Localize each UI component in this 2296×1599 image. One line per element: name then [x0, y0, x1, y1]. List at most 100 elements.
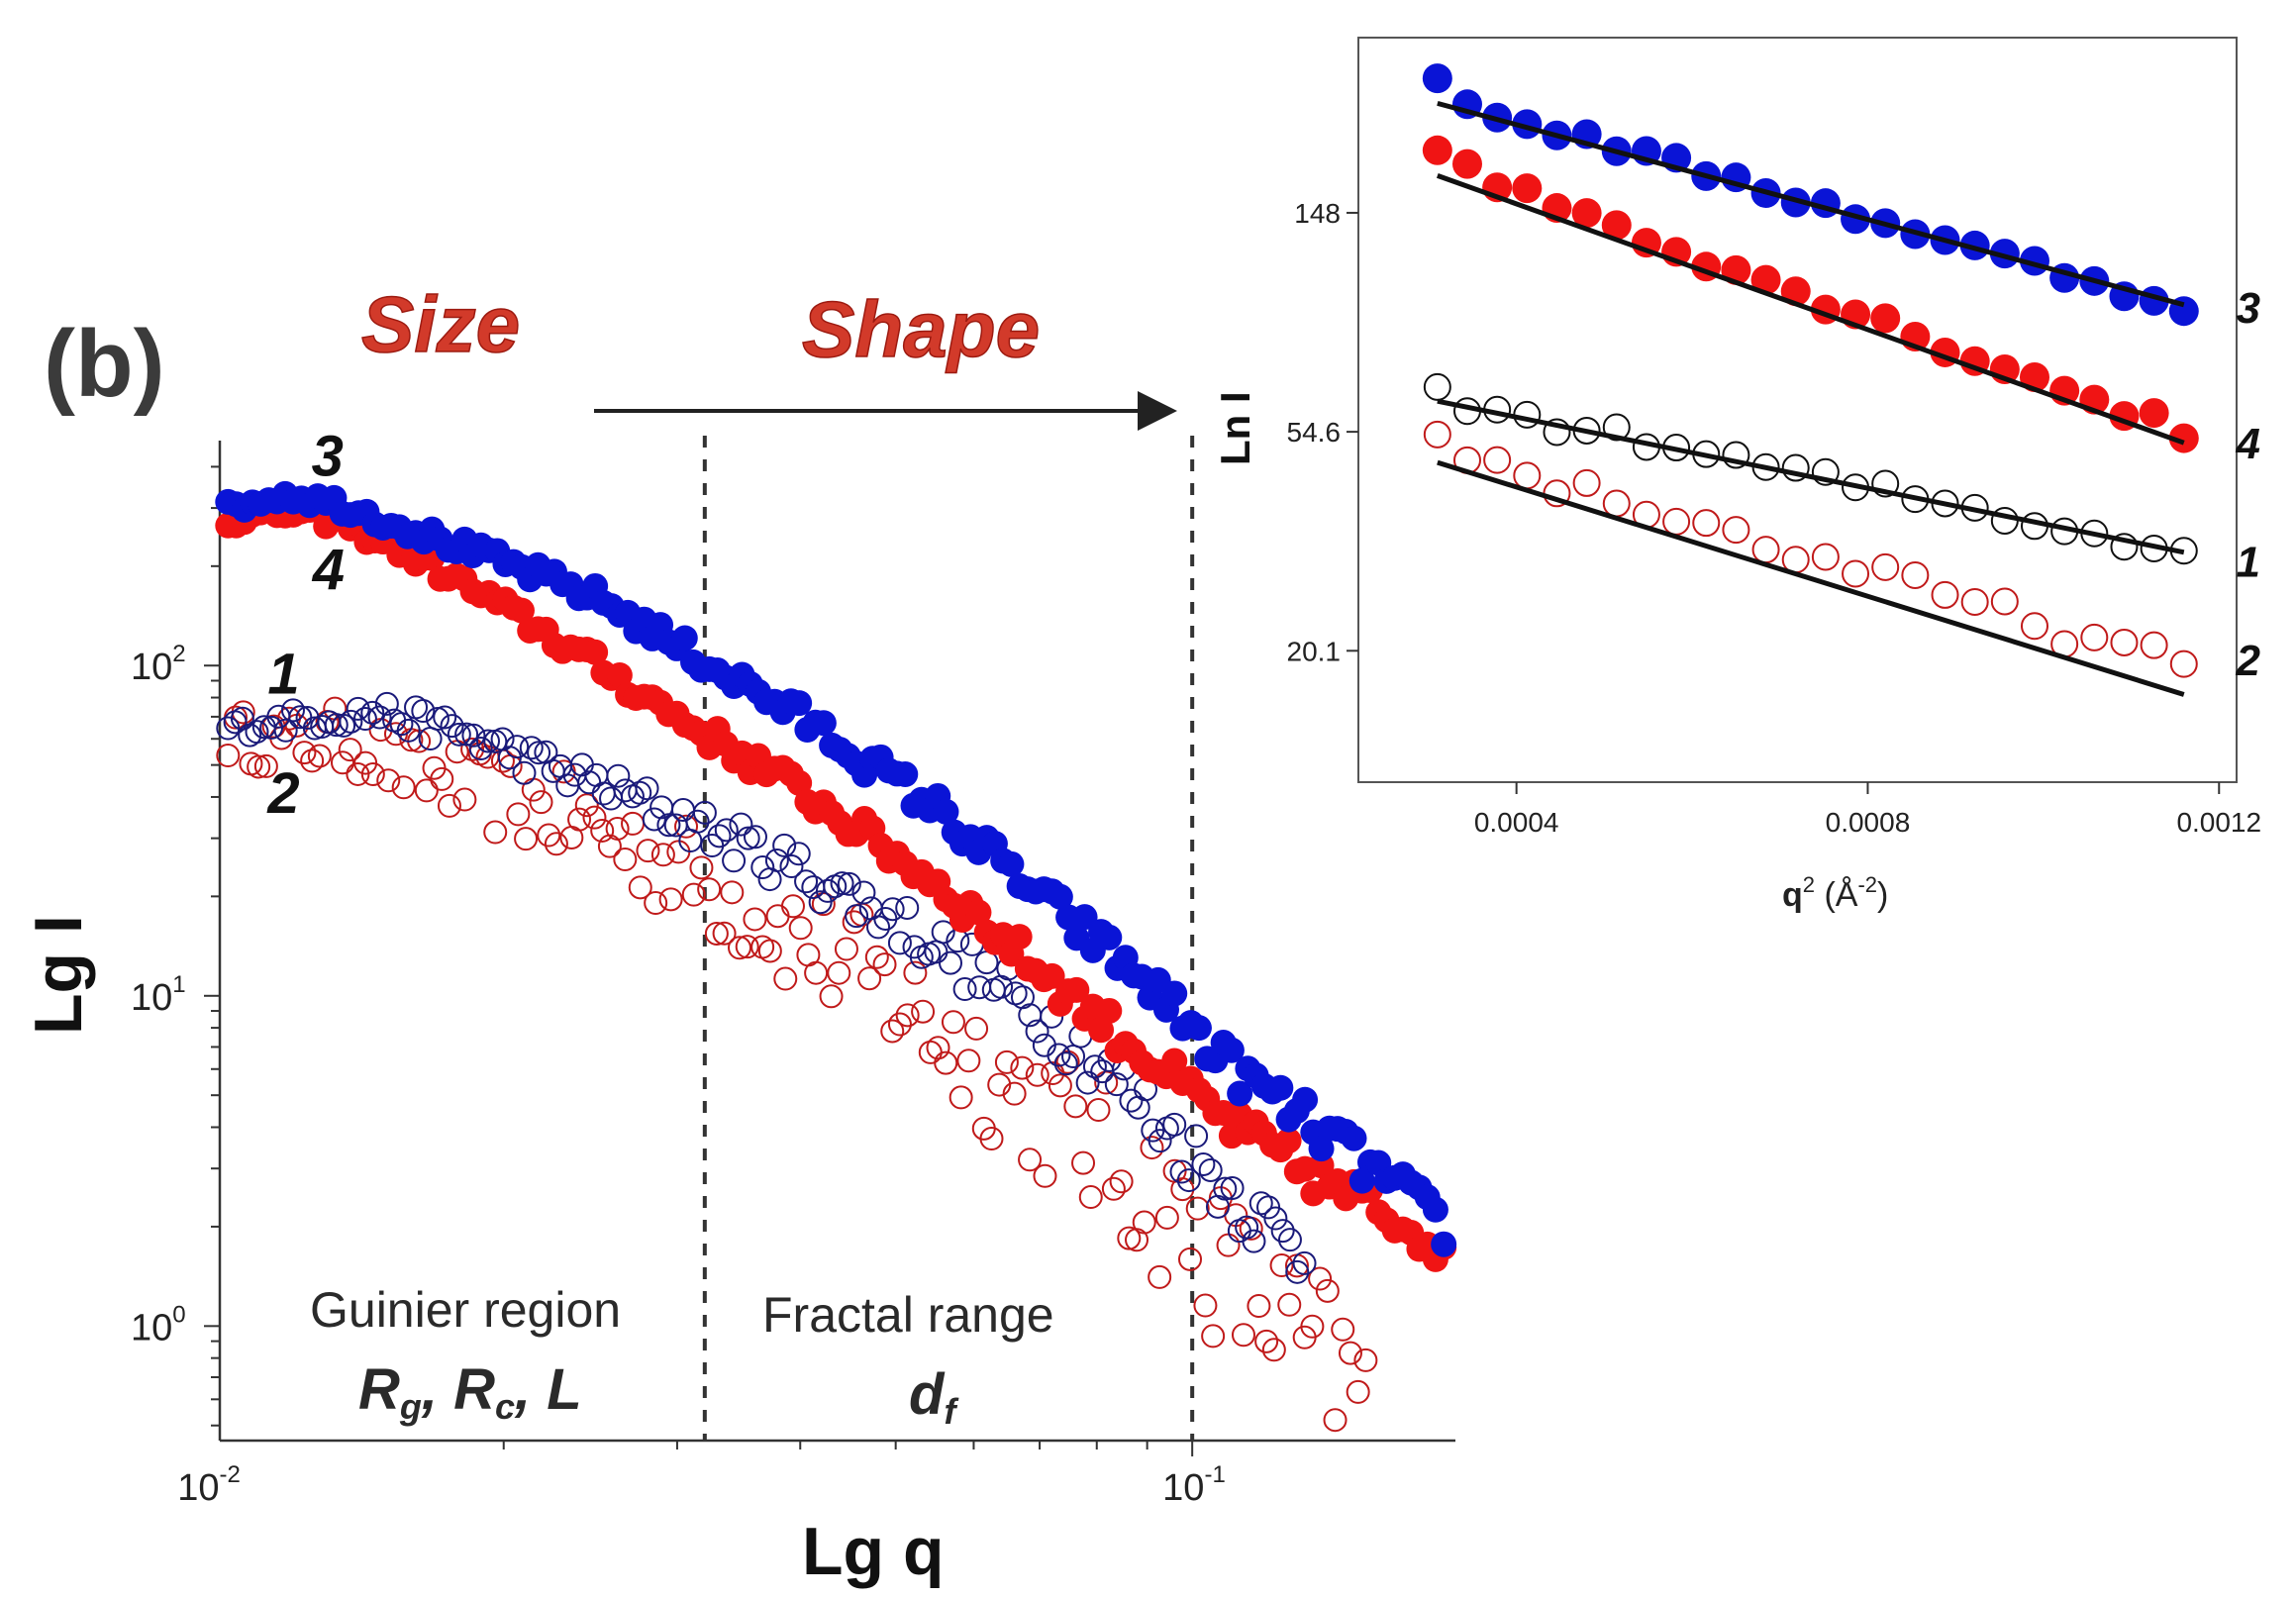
- data-point-series-2: [819, 984, 844, 1009]
- data-point-series-1: [1025, 1019, 1049, 1044]
- data-point-series-3: [1292, 1086, 1319, 1113]
- inset-y-axis-title: Ln I: [1212, 391, 1258, 465]
- data-point-series-1: [230, 706, 254, 731]
- data-point-series-2: [773, 966, 798, 991]
- data-point-series-1: [1285, 1259, 1310, 1284]
- data-point-series-2: [644, 890, 668, 915]
- data-point-series-1: [512, 760, 537, 785]
- data-point-series-1: [722, 849, 747, 873]
- data-point-series-1: [1263, 1206, 1288, 1231]
- inset-point-series-2: [1722, 516, 1750, 545]
- data-point-series-2: [948, 1085, 973, 1110]
- data-point-series-2: [1193, 1293, 1218, 1318]
- data-point-series-2: [872, 952, 897, 977]
- data-point-series-2: [1261, 1338, 1286, 1362]
- inset-point-series-4: [1512, 173, 1543, 204]
- inset-x-tick-label: 0.0004: [1474, 807, 1559, 838]
- inset-curve-label-3: 3: [2237, 284, 2260, 333]
- data-point-series-3: [933, 798, 959, 825]
- shape-heading: Shape: [802, 285, 1040, 373]
- inset-plot-data: 3 4 1 2: [1422, 63, 2261, 697]
- data-point-series-2: [506, 802, 531, 827]
- data-point-series-2: [650, 843, 675, 867]
- data-point-series-2: [216, 744, 241, 768]
- data-point-series-2: [300, 749, 325, 773]
- inset-x-symbol: q: [1782, 876, 1803, 914]
- inset-x-unit: (Å: [1815, 876, 1858, 914]
- data-point-series-1: [707, 824, 732, 849]
- data-point-series-1: [714, 818, 739, 843]
- data-point-series-2: [1308, 1266, 1333, 1291]
- data-point-series-2: [704, 921, 729, 946]
- y-tick-label: 100: [131, 1301, 186, 1349]
- data-point-series-2: [1277, 1292, 1302, 1317]
- data-point-series-2: [697, 877, 722, 902]
- data-point-series-1: [475, 729, 500, 753]
- guinier-region-label: Guinier region: [310, 1282, 621, 1338]
- inset-point-series-2: [1483, 446, 1512, 474]
- inset-point-series-2: [1811, 543, 1840, 571]
- data-point-series-2: [674, 814, 699, 839]
- data-point-series-2: [376, 768, 401, 793]
- data-point-series-2: [1315, 1278, 1340, 1303]
- main-plot-axes: 10-2 10-1 100 101 102: [131, 441, 1455, 1509]
- data-point-series-1: [931, 920, 955, 945]
- data-point-series-1: [360, 700, 385, 725]
- data-point-series-2: [391, 775, 416, 800]
- data-point-series-2: [452, 787, 477, 812]
- data-point-series-1: [1148, 1129, 1172, 1153]
- data-point-series-3: [998, 850, 1025, 877]
- data-point-series-1: [772, 833, 797, 857]
- data-point-series-3: [1071, 904, 1098, 931]
- data-point-series-1: [461, 723, 486, 748]
- data-point-series-2: [964, 1016, 989, 1041]
- data-point-series-3: [671, 625, 698, 651]
- series-1: [216, 691, 1317, 1284]
- guinier-params: Rg, Rc, L: [358, 1357, 582, 1427]
- data-point-series-1: [851, 880, 876, 905]
- inset-point-series-3: [1989, 239, 2020, 269]
- data-point-series-2: [1353, 1348, 1378, 1372]
- data-point-series-2: [247, 754, 271, 779]
- param-rg-symbol: R: [358, 1357, 400, 1422]
- data-point-series-2: [307, 744, 332, 768]
- data-point-series-1: [656, 813, 681, 838]
- inset-point-series-2: [2169, 650, 2198, 678]
- data-point-series-2: [1071, 1150, 1096, 1175]
- inset-point-series-1: [1423, 372, 1451, 401]
- inset-x-tick-label: 0.0008: [1826, 807, 1911, 838]
- inset-series-3: [1422, 63, 2199, 327]
- inset-fit-line-2: [1437, 459, 2185, 697]
- data-point-series-1: [440, 714, 464, 739]
- inset-point-series-2: [2080, 623, 2109, 651]
- inset-point-series-1: [1722, 441, 1750, 469]
- inset-point-series-4: [1601, 210, 1632, 241]
- data-point-series-1: [635, 776, 659, 801]
- inset-x-unit-close: ): [1877, 876, 1888, 914]
- data-point-series-1: [454, 722, 479, 747]
- data-point-series-4: [1006, 924, 1033, 950]
- data-point-series-1: [779, 854, 804, 879]
- data-point-series-1: [527, 741, 551, 765]
- inset-point-series-2: [1901, 561, 1930, 590]
- x-tick-label: 10-2: [177, 1461, 241, 1509]
- data-point-series-2: [437, 793, 461, 818]
- series-3: [215, 480, 1457, 1257]
- data-point-series-2: [857, 966, 882, 991]
- size-heading: Size: [361, 280, 520, 368]
- data-point-series-2: [834, 937, 858, 961]
- data-point-series-2: [1025, 1062, 1049, 1087]
- inset-point-series-2: [1990, 587, 2019, 616]
- curve-label-1: 1: [267, 642, 299, 706]
- inset-point-series-1: [1811, 457, 1840, 486]
- inset-point-series-2: [1692, 509, 1721, 538]
- data-point-series-1: [1213, 1176, 1238, 1201]
- data-point-series-1: [692, 800, 717, 825]
- param-rg-sub: g: [399, 1386, 422, 1427]
- param-l-symbol: L: [547, 1357, 581, 1422]
- data-point-series-1: [1242, 1229, 1266, 1253]
- data-point-series-2: [720, 880, 745, 905]
- curve-label-3: 3: [312, 424, 344, 488]
- data-point-series-1: [917, 942, 942, 966]
